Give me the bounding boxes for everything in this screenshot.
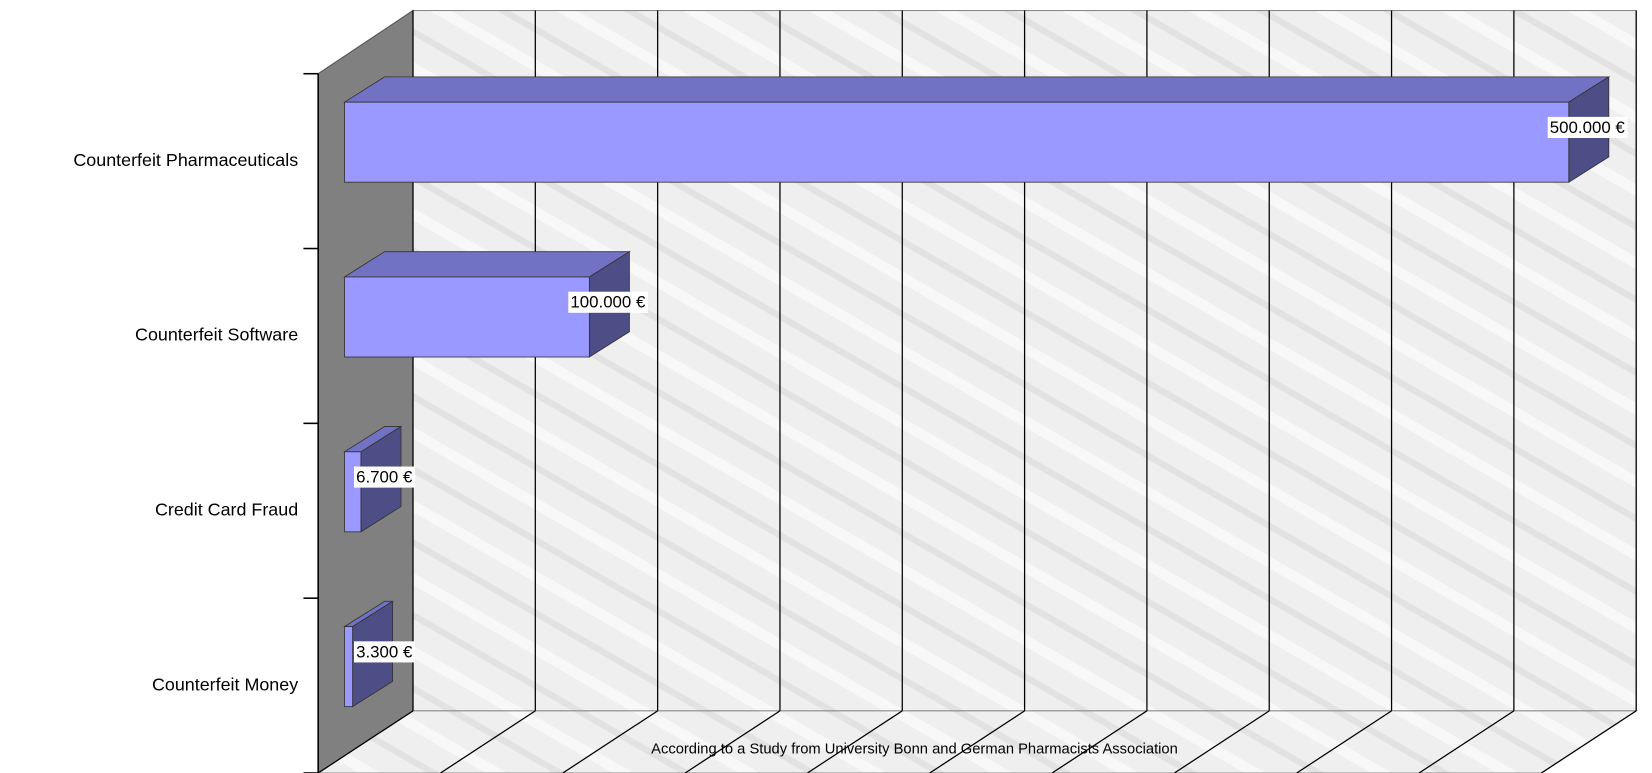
floor-grid-line [1051, 710, 1148, 773]
floor-grid-line [929, 710, 1025, 773]
value-label-box [354, 466, 416, 488]
floor-grid-line [317, 710, 414, 773]
value-label: 3.300 € [356, 642, 413, 661]
bar [344, 101, 1570, 183]
value-label: 500.000 € [1550, 118, 1626, 137]
floor-grid-line [562, 710, 658, 773]
category-label: Counterfeit Money [152, 674, 298, 694]
category-label: Credit Card Fraud [155, 500, 298, 520]
bar [344, 451, 362, 533]
bars: 500.000 € 100.000 € 6.700 € 3.300 € [343, 76, 1628, 708]
floor-grid-line [1541, 710, 1637, 773]
value-label-box [1547, 116, 1628, 138]
floor-grid-line [440, 710, 536, 773]
value-label-box [354, 641, 416, 663]
floor-grid-line [807, 710, 903, 773]
floor-grid-line [1296, 710, 1392, 773]
value-label-box [568, 291, 649, 313]
bar [344, 626, 354, 708]
floor-grid-line [684, 710, 781, 773]
floor-grid-line [1174, 710, 1270, 773]
bar [344, 276, 590, 358]
category-label: Counterfeit Pharmaceuticals [73, 150, 298, 170]
floor-grid-line [1418, 710, 1515, 773]
bar-top [343, 251, 631, 278]
value-label: 6.700 € [356, 468, 413, 487]
bar-top [343, 76, 1611, 103]
category-label: Counterfeit Software [135, 325, 298, 345]
value-label: 100.000 € [570, 293, 646, 312]
subtitle: According to a Study from University Bon… [651, 742, 1178, 758]
